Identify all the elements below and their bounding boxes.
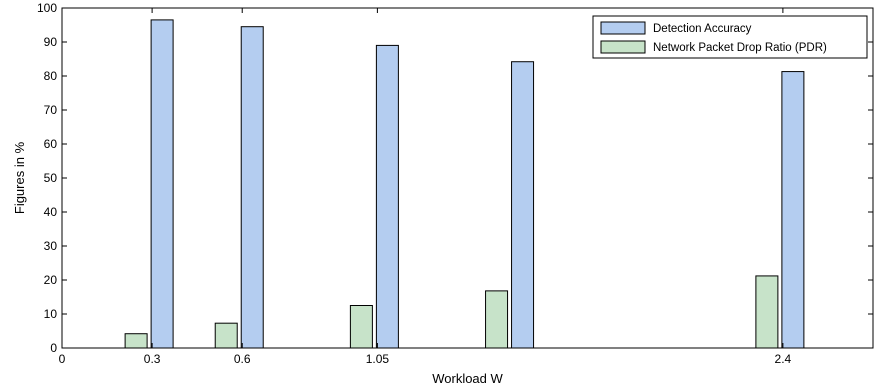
bar-detection-accuracy: [781, 71, 805, 349]
x-tick-label: 2.4: [775, 352, 792, 366]
bar-pdr: [214, 322, 238, 349]
ticks-layer: 0 10 20 30 40 50 60 70 80 90 100 0 0.3 0.6 1.05 2.4: [37, 1, 873, 366]
bar-pdr: [485, 290, 509, 349]
y-tick-label: 60: [44, 137, 58, 151]
y-tick-label: 40: [44, 205, 58, 219]
y-tick-label: 20: [44, 273, 58, 287]
bars-layer: [124, 19, 805, 349]
y-tick-label: 80: [44, 69, 58, 83]
x-axis-label: Workload W: [432, 371, 503, 386]
x-tick-label: 0.3: [144, 352, 161, 366]
y-tick-label: 50: [44, 171, 58, 185]
legend-swatch: [600, 21, 646, 35]
legend: Detection Accuracy Network Packet Drop Ra…: [592, 15, 868, 59]
x-tick-label: 0: [59, 352, 66, 366]
bar-detection-accuracy: [150, 19, 174, 349]
y-axis-label: Figures in %: [12, 141, 27, 214]
legend-swatch: [600, 40, 646, 54]
y-tick-label: 30: [44, 239, 58, 253]
x-tick-label: 1.05: [366, 352, 390, 366]
bar-detection-accuracy: [375, 44, 399, 349]
y-tick-label: 0: [50, 341, 57, 355]
y-tick-label: 70: [44, 103, 58, 117]
plot-frame: [61, 7, 874, 349]
y-tick-label: 10: [44, 307, 58, 321]
bar-pdr: [755, 275, 779, 349]
legend-label: Network Packet Drop Ratio (PDR): [653, 42, 827, 54]
y-tick-label: 100: [37, 1, 57, 15]
x-tick-label: 0.6: [234, 352, 251, 366]
y-tick-label: 90: [44, 35, 58, 49]
legend-label: Detection Accuracy: [653, 23, 752, 35]
bar-detection-accuracy: [240, 26, 264, 349]
bar-pdr: [124, 333, 148, 349]
bar-pdr: [349, 305, 373, 349]
bar-detection-accuracy: [511, 61, 535, 349]
